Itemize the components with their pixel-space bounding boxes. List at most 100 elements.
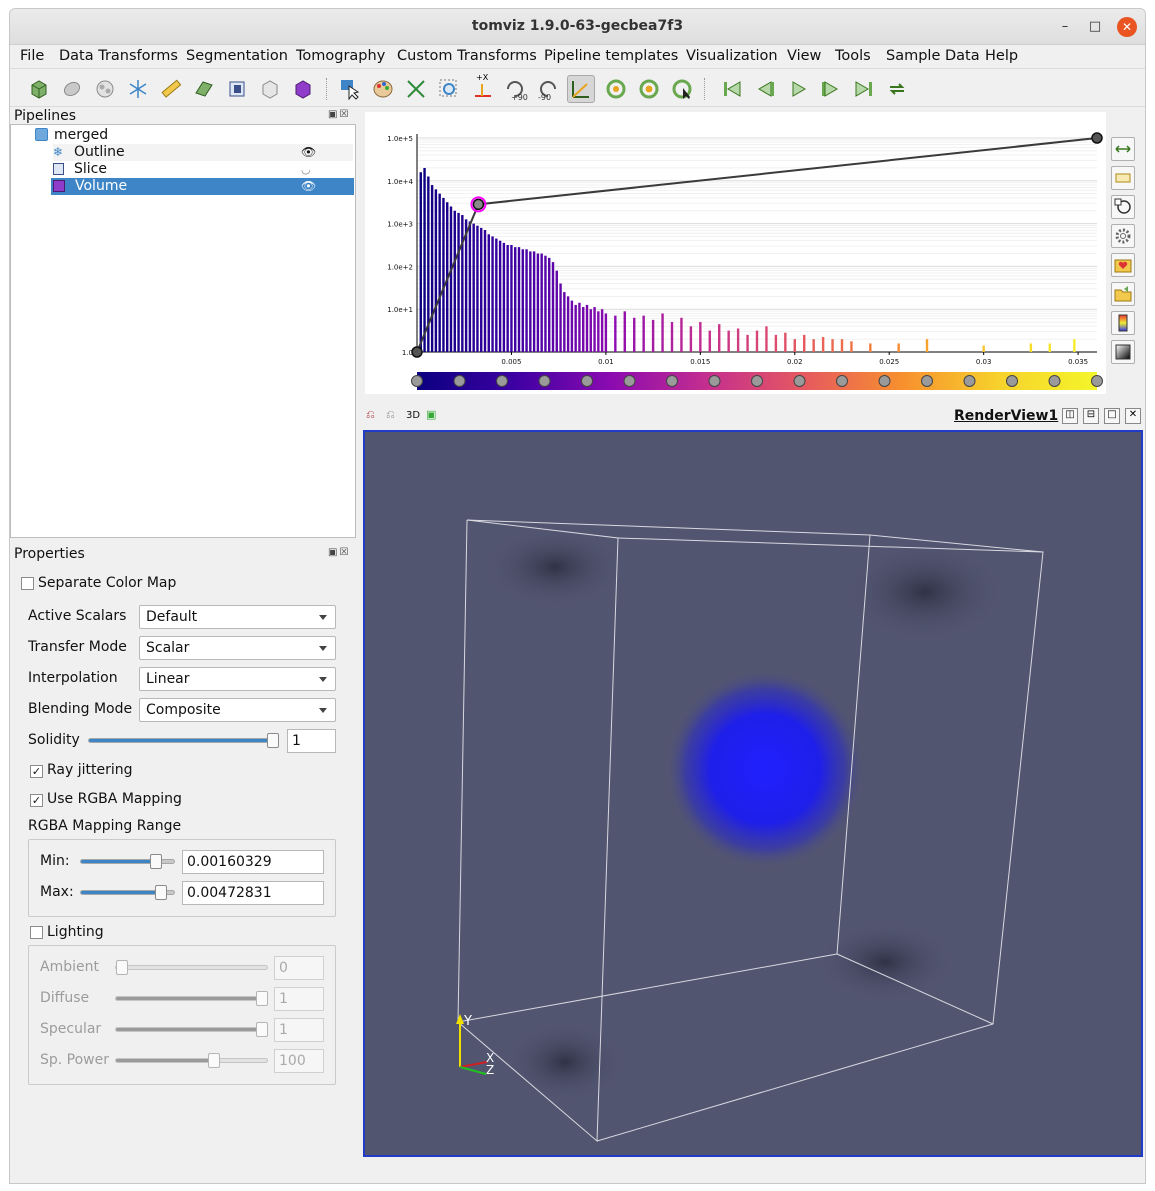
tree-item-slice[interactable]: Slice ◡	[53, 161, 353, 178]
slider-handle[interactable]	[267, 733, 279, 748]
use-rgba-checkbox[interactable]: ✓	[30, 794, 43, 807]
close-view-icon[interactable]: ✕	[1125, 408, 1141, 424]
menu-tools[interactable]: Tools	[835, 48, 871, 64]
ray-jittering-checkbox[interactable]: ✓	[30, 765, 43, 778]
separate-color-map-checkbox[interactable]	[21, 577, 34, 590]
zoom-to-box-icon[interactable]	[435, 75, 463, 103]
slider-handle[interactable]	[208, 1053, 220, 1068]
histogram-svg[interactable]: 1.0 1.0e+1 1.0e+2 1.0e+3 1.0e+4 1.0e+5 0.005 0.…	[365, 112, 1106, 394]
menu-help[interactable]: Help	[985, 48, 1019, 64]
view-mode-toggle[interactable]: 3D	[406, 410, 421, 421]
slider-handle[interactable]	[256, 1022, 268, 1037]
clip-outline-icon[interactable]	[1111, 195, 1135, 219]
camera-undo-icon[interactable]: ⎌	[366, 408, 375, 421]
eye-closed-icon[interactable]: ◡	[301, 163, 311, 176]
y-tick-label: 1.0e+3	[387, 221, 413, 229]
close-button[interactable]: ✕	[1117, 17, 1137, 37]
eye-icon[interactable]: 👁	[301, 179, 317, 193]
rotate-minus-icon[interactable]: -90	[534, 75, 562, 103]
histogram-chart[interactable]: 1.0 1.0e+1 1.0e+2 1.0e+3 1.0e+4 1.0e+5 0.005 0.…	[365, 112, 1106, 394]
menu-view[interactable]: View	[787, 48, 822, 64]
split-horizontal-icon[interactable]: ◫	[1062, 408, 1078, 424]
snowflake-icon[interactable]	[124, 75, 152, 103]
diffuse-input[interactable]: 1	[274, 987, 324, 1011]
rotate-camera-icon[interactable]	[602, 75, 630, 103]
axis-direction-icon[interactable]: +X	[468, 73, 496, 103]
custom-range-icon[interactable]	[1111, 166, 1135, 190]
pointer-icon[interactable]	[336, 75, 364, 103]
last-frame-icon[interactable]	[850, 75, 878, 103]
transfer-mode-select[interactable]: Scalar	[139, 636, 336, 660]
play-icon[interactable]	[784, 75, 812, 103]
maximize-view-icon[interactable]: □	[1104, 408, 1120, 424]
menu-custom-transforms[interactable]: Custom Transforms	[397, 48, 537, 64]
sp-power-slider[interactable]	[115, 1053, 268, 1068]
blending-mode-select[interactable]: Composite	[139, 698, 336, 722]
menu-file[interactable]: File	[20, 48, 45, 64]
slider-handle[interactable]	[256, 991, 268, 1006]
specular-slider[interactable]	[115, 1022, 268, 1037]
grayscale-icon[interactable]	[1111, 340, 1135, 364]
slider-handle[interactable]	[116, 960, 128, 975]
pipelines-dock-buttons[interactable]: ▣☒	[328, 109, 351, 120]
menu-data-transforms[interactable]: Data Transforms	[59, 48, 178, 64]
palette-icon[interactable]	[369, 75, 397, 103]
diffuse-slider[interactable]	[115, 991, 268, 1006]
save-preset-icon[interactable]	[1111, 253, 1135, 277]
first-frame-icon[interactable]	[718, 75, 746, 103]
rotate-plus-icon[interactable]: +90	[501, 75, 529, 103]
interaction-mode-icon[interactable]	[567, 75, 595, 103]
menu-visualization[interactable]: Visualization	[686, 48, 778, 64]
camera-redo-icon[interactable]: ⎌	[386, 408, 395, 421]
next-frame-icon[interactable]	[817, 75, 845, 103]
sp-power-input[interactable]: 100	[274, 1049, 324, 1073]
solidity-slider[interactable]	[88, 733, 279, 748]
tree-item-outline[interactable]: ❄ Outline 👁	[53, 144, 353, 161]
split-vertical-icon[interactable]: ⊟	[1083, 408, 1099, 424]
pick-center-icon[interactable]	[668, 75, 696, 103]
rgba-max-input[interactable]: 0.00472831	[182, 881, 324, 905]
ruler-icon[interactable]	[157, 75, 185, 103]
outline-cube-icon[interactable]	[25, 75, 53, 103]
slice-icon[interactable]	[190, 75, 218, 103]
maximize-button[interactable]: □	[1088, 19, 1102, 34]
ambient-input[interactable]: 0	[274, 956, 324, 980]
tree-item-volume[interactable]: Volume 👁	[51, 178, 354, 195]
gear-icon[interactable]	[1111, 224, 1135, 248]
properties-dock-buttons[interactable]: ▣☒	[328, 547, 351, 558]
interpolation-select[interactable]: Linear	[139, 667, 336, 691]
menu-segmentation[interactable]: Segmentation	[186, 48, 288, 64]
slider-handle[interactable]	[150, 854, 162, 869]
volume-rendering[interactable]: Y X Z	[365, 432, 1141, 1155]
specular-input[interactable]: 1	[274, 1018, 324, 1042]
orthogonal-slice-icon[interactable]	[223, 75, 251, 103]
rotate-center-icon[interactable]	[635, 75, 663, 103]
volume-icon[interactable]	[289, 75, 317, 103]
color-legend-icon[interactable]	[1111, 311, 1135, 335]
capture-icon[interactable]: ▣	[426, 408, 437, 421]
tree-item-merged[interactable]: merged	[35, 127, 335, 144]
menu-sample-data[interactable]: Sample Data	[886, 48, 980, 64]
active-scalars-select[interactable]: Default	[139, 605, 336, 629]
minimize-button[interactable]: –	[1061, 19, 1069, 34]
solidity-input[interactable]: 1	[287, 729, 336, 753]
ambient-slider[interactable]	[115, 960, 268, 975]
render-viewport[interactable]: Y X Z	[363, 430, 1143, 1157]
pipelines-tree[interactable]: merged ❄ Outline 👁 Slice ◡ Volume 👁	[10, 124, 356, 538]
isosurface-icon[interactable]	[91, 75, 119, 103]
eye-icon[interactable]: 👁	[301, 145, 317, 159]
folder-open-icon[interactable]	[1111, 282, 1135, 306]
rgba-min-slider[interactable]	[80, 854, 175, 869]
menu-tomography[interactable]: Tomography	[296, 48, 386, 64]
previous-frame-icon[interactable]	[751, 75, 779, 103]
threshold-icon[interactable]	[256, 75, 284, 103]
reset-camera-icon[interactable]	[402, 75, 430, 103]
slider-handle[interactable]	[155, 885, 167, 900]
reset-range-icon[interactable]	[1111, 137, 1135, 161]
rgba-min-input[interactable]: 0.00160329	[182, 850, 324, 874]
loop-icon[interactable]	[883, 75, 911, 103]
contour-icon[interactable]	[58, 75, 86, 103]
lighting-checkbox[interactable]	[30, 926, 43, 939]
menu-pipeline-templates[interactable]: Pipeline templates	[544, 48, 679, 64]
rgba-max-slider[interactable]	[80, 885, 175, 900]
